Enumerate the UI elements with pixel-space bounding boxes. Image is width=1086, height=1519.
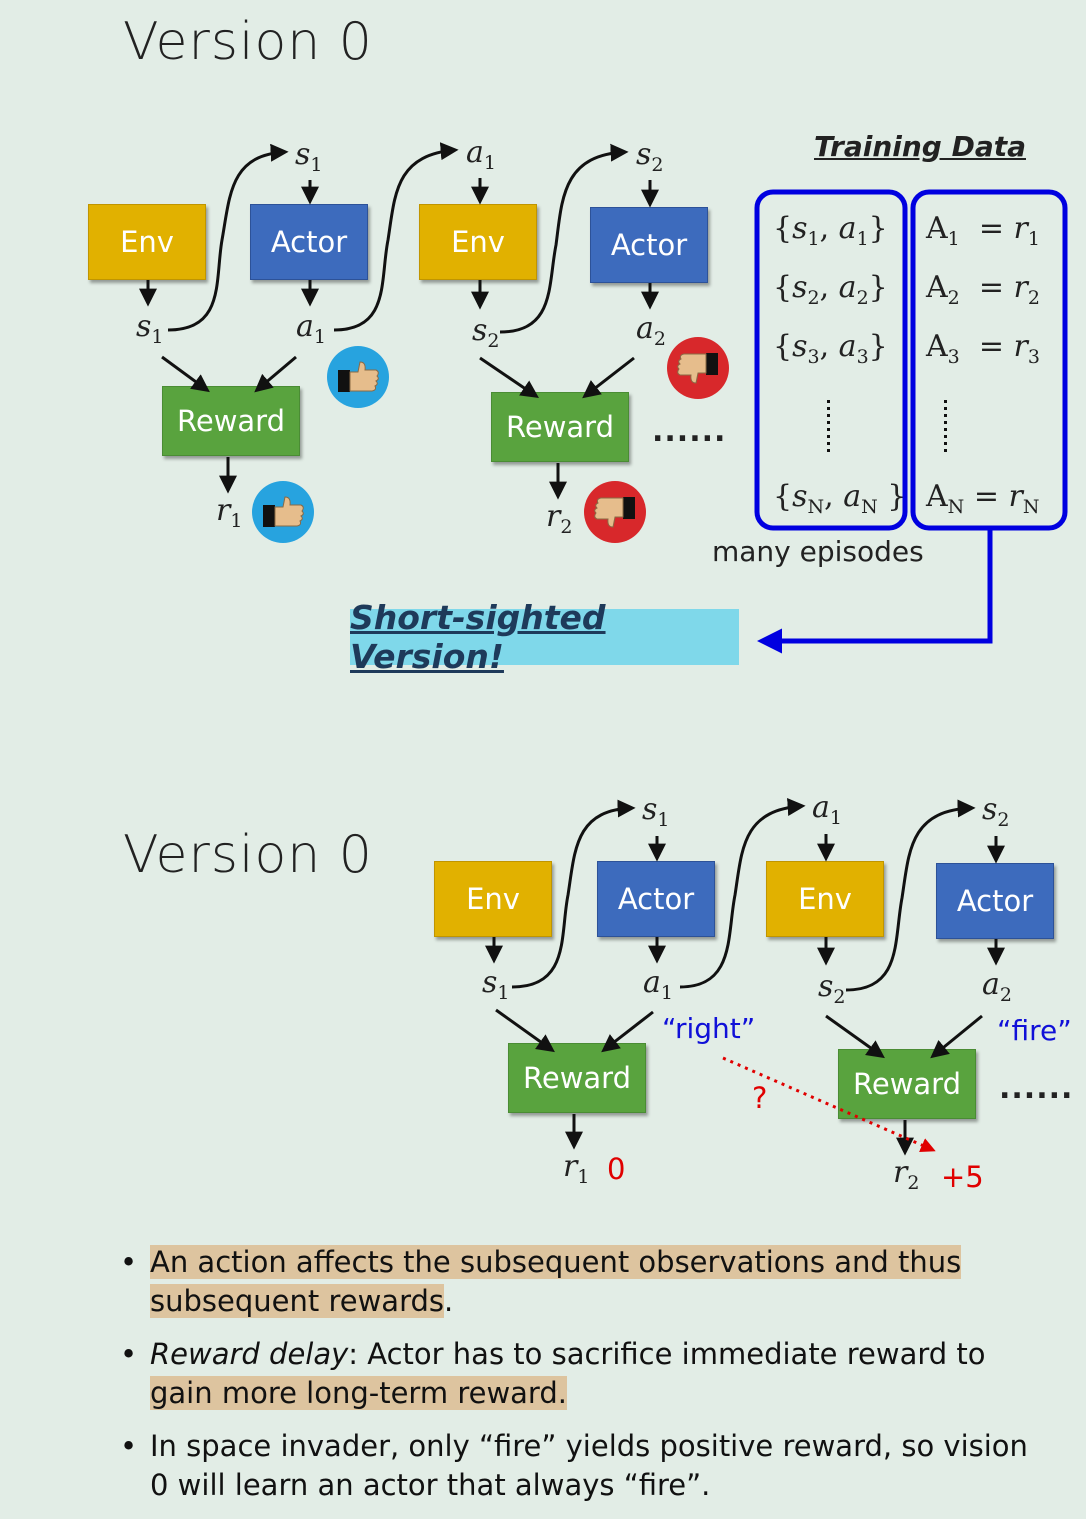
arrow-icon — [845, 799, 976, 992]
many-episodes-label: many episodes — [712, 535, 924, 568]
pair-1: {s1, a1} — [773, 211, 888, 250]
slide2-title: Version 0 — [123, 825, 373, 885]
arrow-icon — [333, 142, 459, 332]
continuation-dots: ...... — [652, 414, 727, 449]
state-s2-top: s2 — [982, 792, 1010, 831]
slide1-title: Version 0 — [123, 12, 373, 72]
arrow-icon — [601, 1010, 654, 1053]
bullet-2: • Reward delay: Actor has to sacrifice im… — [120, 1337, 986, 1410]
action-a1-top: a1 — [466, 135, 496, 174]
arrow-icon — [479, 356, 539, 399]
reward-box-1: Reward — [162, 386, 300, 456]
env-box-3: Env — [434, 861, 552, 937]
env-box-4: Env — [766, 861, 884, 937]
thumbs-up-icon — [252, 481, 314, 543]
action-a2: a2 — [636, 311, 666, 350]
state-s1: s1 — [482, 965, 510, 1004]
action-a1: a1 — [643, 965, 673, 1004]
state-s1-top: s1 — [642, 792, 670, 831]
thumbs-down-icon — [667, 337, 729, 399]
arrow-icon — [499, 143, 629, 334]
arrow-icon — [582, 356, 635, 399]
advantage-frame — [910, 189, 1068, 531]
reward-value-5: +5 — [941, 1160, 984, 1194]
advantage-3: A3 = r3 — [926, 329, 1040, 368]
action-a1-top: a1 — [812, 790, 842, 829]
pairs-frame — [754, 189, 908, 531]
thumbs-up-icon — [327, 346, 389, 408]
action-fire-label: “fire” — [997, 1014, 1072, 1047]
state-s1: s1 — [136, 309, 164, 348]
reward-r2: r2 — [546, 499, 573, 538]
reward-value-0: 0 — [607, 1152, 626, 1186]
reward-r1: r1 — [216, 493, 243, 532]
action-right-label: “right” — [662, 1012, 756, 1045]
question-mark: ? — [752, 1081, 768, 1115]
action-a1: a1 — [296, 309, 326, 348]
advantage-1: A1 = r1 — [926, 211, 1040, 250]
arrow-icon — [254, 355, 297, 393]
reward-box-2: Reward — [491, 392, 629, 462]
arrow-icon — [161, 355, 210, 393]
pair-2: {s2, a2} — [773, 270, 888, 309]
arrow-icon — [825, 1014, 885, 1059]
continuation-dots: ...... — [999, 1071, 1074, 1106]
actor-box-2: Actor — [590, 207, 708, 283]
arrow-icon — [757, 530, 993, 654]
pair-3: {s3, a3} — [773, 329, 888, 368]
state-s2-top: s2 — [636, 137, 664, 176]
state-s2: s2 — [472, 313, 500, 352]
action-a2: a2 — [982, 967, 1012, 1006]
advantage-n: AN = rN — [926, 479, 1040, 518]
bullet-list: • An action affects the subsequent observ… — [120, 1243, 1040, 1519]
actor-box-3: Actor — [597, 861, 715, 937]
env-box-1: Env — [88, 204, 206, 280]
state-s2: s2 — [818, 969, 846, 1008]
arrow-icon — [679, 797, 806, 989]
actor-box-4: Actor — [936, 863, 1054, 939]
bullet-1: • An action affects the subsequent observ… — [120, 1245, 962, 1318]
env-box-2: Env — [419, 204, 537, 280]
reward-r1: r1 — [563, 1149, 590, 1188]
arrow-icon — [930, 1014, 983, 1059]
state-s1-top: s1 — [295, 137, 323, 176]
reward-box-3: Reward — [508, 1043, 646, 1113]
reward-box-4: Reward — [838, 1049, 976, 1119]
arrow-icon — [511, 799, 636, 989]
arrow-icon — [722, 1056, 936, 1153]
thumbs-down-icon — [584, 481, 646, 543]
arrow-icon — [167, 143, 289, 332]
pair-n: {sN, aN } — [773, 479, 907, 518]
reward-r2: r2 — [893, 1155, 920, 1194]
training-data-title: Training Data — [814, 130, 1026, 163]
advantage-2: A2 = r2 — [926, 270, 1040, 309]
arrow-icon — [495, 1008, 555, 1053]
bullet-3: • In space invader, only “fire” yields po… — [120, 1429, 1028, 1502]
